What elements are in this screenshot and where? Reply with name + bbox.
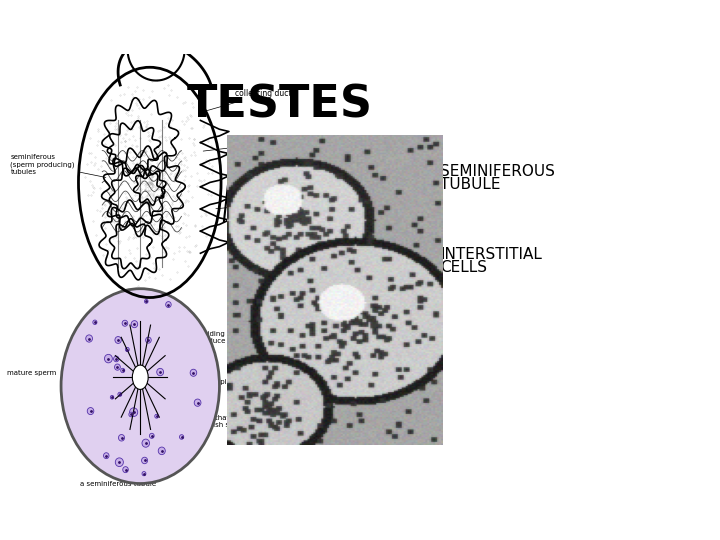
Ellipse shape xyxy=(145,299,148,303)
Ellipse shape xyxy=(142,439,150,447)
Text: dividing cells that
produce sperm: dividing cells that produce sperm xyxy=(168,331,259,354)
Ellipse shape xyxy=(130,408,138,416)
Ellipse shape xyxy=(179,435,184,439)
Ellipse shape xyxy=(194,399,201,406)
Ellipse shape xyxy=(61,289,220,483)
Text: mature sperm: mature sperm xyxy=(7,370,99,376)
Text: TESTES: TESTES xyxy=(186,84,373,126)
Ellipse shape xyxy=(122,320,127,326)
Ellipse shape xyxy=(142,471,146,476)
Ellipse shape xyxy=(104,354,112,363)
Text: seminiferous
(sperm producing)
tubules: seminiferous (sperm producing) tubules xyxy=(10,154,106,178)
Ellipse shape xyxy=(86,335,92,342)
Text: SEMINIFEROUS: SEMINIFEROUS xyxy=(441,164,555,179)
Text: vas deferens
or sperm duct: vas deferens or sperm duct xyxy=(216,195,289,214)
Ellipse shape xyxy=(157,368,163,376)
Ellipse shape xyxy=(132,365,148,389)
Ellipse shape xyxy=(150,433,154,438)
Ellipse shape xyxy=(87,408,94,415)
Ellipse shape xyxy=(155,414,158,418)
Ellipse shape xyxy=(131,321,138,328)
Ellipse shape xyxy=(125,347,130,352)
Text: a seminiferous tubule: a seminiferous tubule xyxy=(80,481,156,487)
Ellipse shape xyxy=(158,447,166,455)
Text: epididymis: epididymis xyxy=(203,140,277,151)
Ellipse shape xyxy=(114,364,120,370)
Ellipse shape xyxy=(118,392,122,396)
Ellipse shape xyxy=(121,368,125,373)
Ellipse shape xyxy=(110,395,114,399)
Ellipse shape xyxy=(119,435,125,441)
Ellipse shape xyxy=(122,467,128,472)
Ellipse shape xyxy=(190,369,197,376)
Text: INTERSTITIAL: INTERSTITIAL xyxy=(441,247,542,262)
Ellipse shape xyxy=(142,457,148,464)
Ellipse shape xyxy=(115,458,123,467)
Text: CELLS: CELLS xyxy=(441,260,487,275)
Ellipse shape xyxy=(114,356,119,362)
Text: developing sperm: developing sperm xyxy=(171,379,260,384)
Text: collecting ducts: collecting ducts xyxy=(207,89,296,111)
Ellipse shape xyxy=(93,320,97,325)
Ellipse shape xyxy=(104,453,109,458)
Text: cells that
nourish sperm: cells that nourish sperm xyxy=(162,415,248,428)
Text: TUBULE: TUBULE xyxy=(441,177,501,192)
Ellipse shape xyxy=(145,337,151,343)
Ellipse shape xyxy=(115,336,122,343)
Ellipse shape xyxy=(166,302,171,307)
Ellipse shape xyxy=(129,412,133,417)
